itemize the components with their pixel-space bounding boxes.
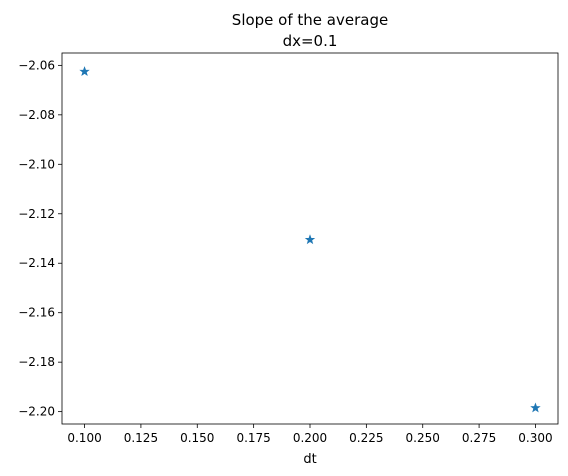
y-tick-label: −2.16 [18,306,55,320]
x-tick-label: 0.275 [462,431,496,445]
x-tick-label: 0.250 [406,431,440,445]
x-tick-label: 0.175 [236,431,270,445]
y-tick-label: −2.18 [18,355,55,369]
data-point-star [79,66,90,76]
y-axis-ticks: −2.06 −2.08 −2.10 −2.12 −2.14 −2.16 −2.18 −2.20 [18,58,62,419]
x-axis-ticks: 0.100 0.125 0.150 0.175 0.200 0.225 0.250 0.275… [67,424,553,445]
x-tick-label: 0.150 [180,431,214,445]
chart-subtitle: dx=0.1 [283,32,338,50]
y-tick-label: −2.08 [18,108,55,122]
plot-frame [61,52,559,425]
y-tick-label: −2.12 [18,207,55,221]
data-points [79,66,541,413]
y-tick-label: −2.10 [18,157,55,171]
x-tick-label: 0.125 [124,431,158,445]
x-axis-label: dt [303,452,316,467]
x-tick-label: 0.300 [518,431,552,445]
x-tick-label: 0.200 [293,431,327,445]
x-tick-label: 0.225 [349,431,383,445]
y-tick-label: −2.14 [18,256,55,270]
chart-title: Slope of the average [232,11,388,29]
y-tick-label: −2.20 [18,405,55,419]
y-tick-label: −2.06 [18,58,55,72]
data-point-star [530,402,541,413]
x-tick-label: 0.100 [67,431,101,445]
data-point-star [304,234,316,245]
